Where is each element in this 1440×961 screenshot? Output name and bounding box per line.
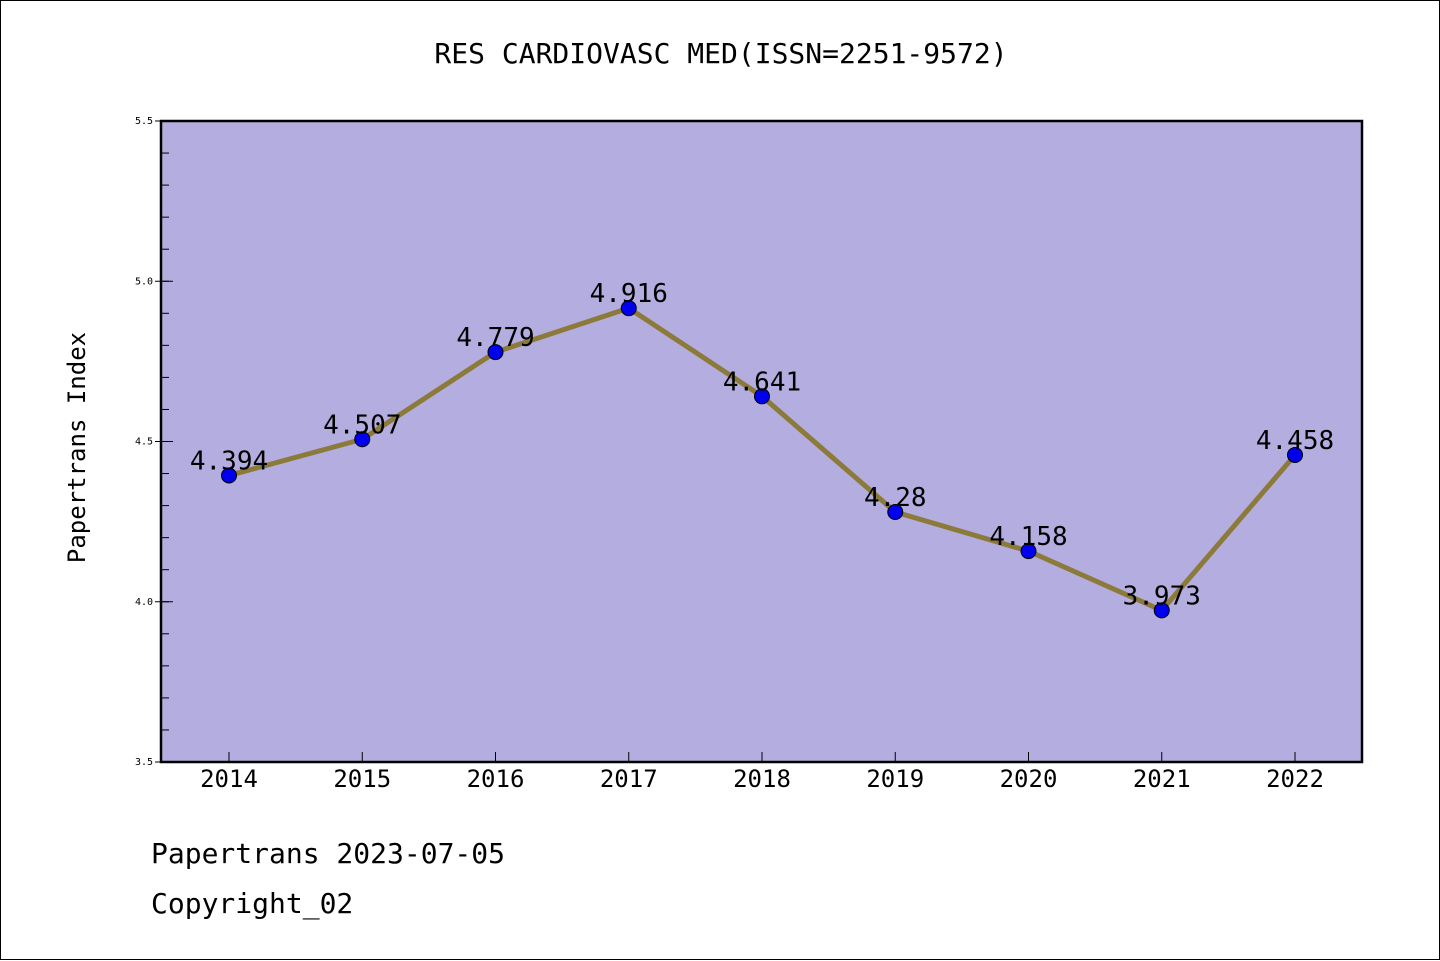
data-point: [754, 388, 770, 405]
data-point: [620, 300, 637, 317]
data-point: [354, 431, 371, 448]
data-point: [1153, 602, 1170, 619]
data-point: [1020, 543, 1037, 560]
footer-copyright: Copyright_02: [151, 887, 354, 920]
x-tick-label: 2022: [1266, 765, 1324, 793]
plot-area: [161, 121, 1362, 762]
y-tick-label: 4.5: [135, 437, 153, 448]
y-axis-label: Papertrans Index: [63, 332, 91, 563]
data-label: 3.973: [1123, 581, 1201, 611]
x-tick-label: 2015: [333, 765, 391, 793]
x-tick-label: 2017: [600, 765, 658, 793]
y-tick-label: 4.0: [135, 597, 153, 608]
data-label: 4.779: [456, 323, 534, 353]
plot-frame: [159, 119, 1364, 764]
data-point: [487, 344, 504, 361]
data-label: 4.158: [989, 522, 1067, 552]
data-label: 4.507: [323, 410, 401, 440]
y-tick-label: 5.0: [135, 276, 153, 287]
x-tick-label: 2016: [467, 765, 525, 793]
data-point: [221, 467, 237, 484]
data-point: [1287, 446, 1303, 463]
x-tick-label: 2021: [1133, 765, 1191, 793]
x-tick-label: 2018: [733, 765, 791, 793]
data-label: 4.394: [190, 446, 268, 476]
data-label: 4.28: [864, 483, 927, 513]
y-tick-label: 3.5: [135, 757, 153, 768]
y-tick-label: 5.5: [135, 116, 153, 127]
data-label: 4.641: [723, 367, 801, 397]
x-tick-label: 2014: [200, 765, 258, 793]
data-label: 4.458: [1256, 426, 1334, 456]
x-tick-label: 2020: [1000, 765, 1058, 793]
data-point: [887, 504, 904, 521]
footer-date: Papertrans 2023-07-05: [151, 837, 506, 870]
x-tick-label: 2019: [866, 765, 924, 793]
chart-title: RES CARDIOVASC MED(ISSN=2251-9572): [434, 37, 1008, 70]
data-label: 4.916: [590, 279, 668, 309]
